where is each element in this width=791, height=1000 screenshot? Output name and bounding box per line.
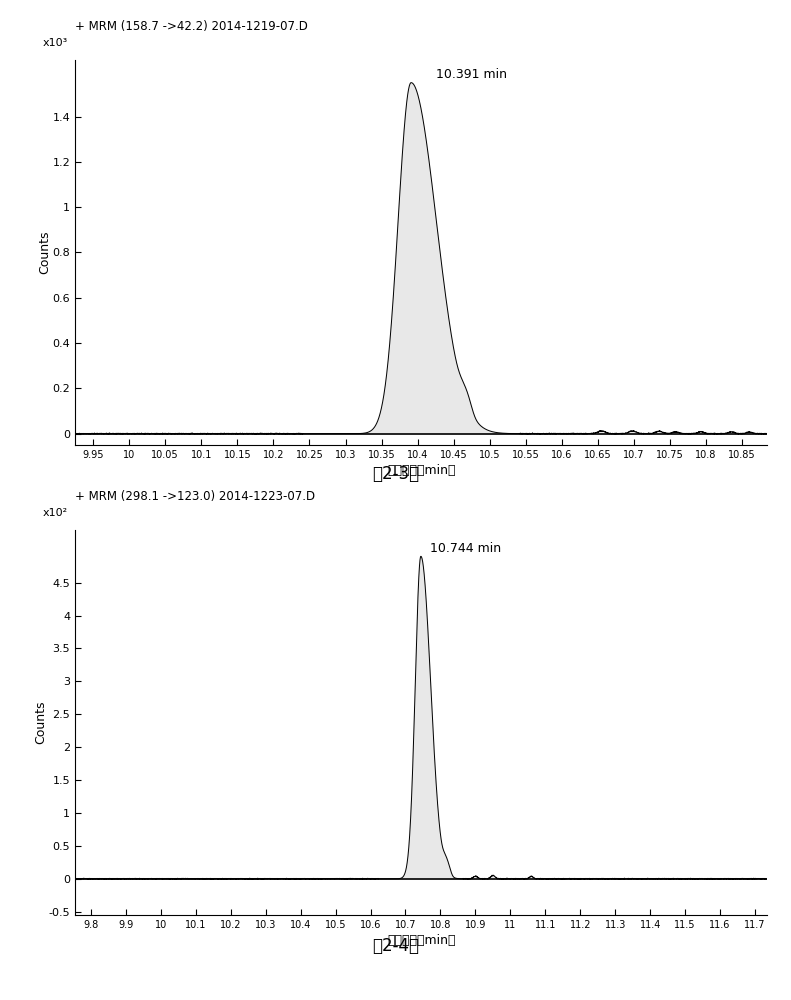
X-axis label: 采集时间（min）: 采集时间（min） [387, 934, 456, 947]
X-axis label: 采集时间（min）: 采集时间（min） [387, 464, 456, 477]
Text: x10²: x10² [43, 508, 68, 518]
Text: x10³: x10³ [43, 38, 68, 48]
Text: （2-4）: （2-4） [372, 937, 419, 955]
Text: + MRM (158.7 ->42.2) 2014-1219-07.D: + MRM (158.7 ->42.2) 2014-1219-07.D [75, 20, 308, 33]
Text: 10.744 min: 10.744 min [430, 542, 501, 555]
Y-axis label: Counts: Counts [38, 231, 51, 274]
Text: + MRM (298.1 ->123.0) 2014-1223-07.D: + MRM (298.1 ->123.0) 2014-1223-07.D [75, 490, 316, 503]
Text: （2-3）: （2-3） [372, 465, 419, 483]
Text: 10.391 min: 10.391 min [437, 68, 507, 81]
Y-axis label: Counts: Counts [34, 701, 47, 744]
